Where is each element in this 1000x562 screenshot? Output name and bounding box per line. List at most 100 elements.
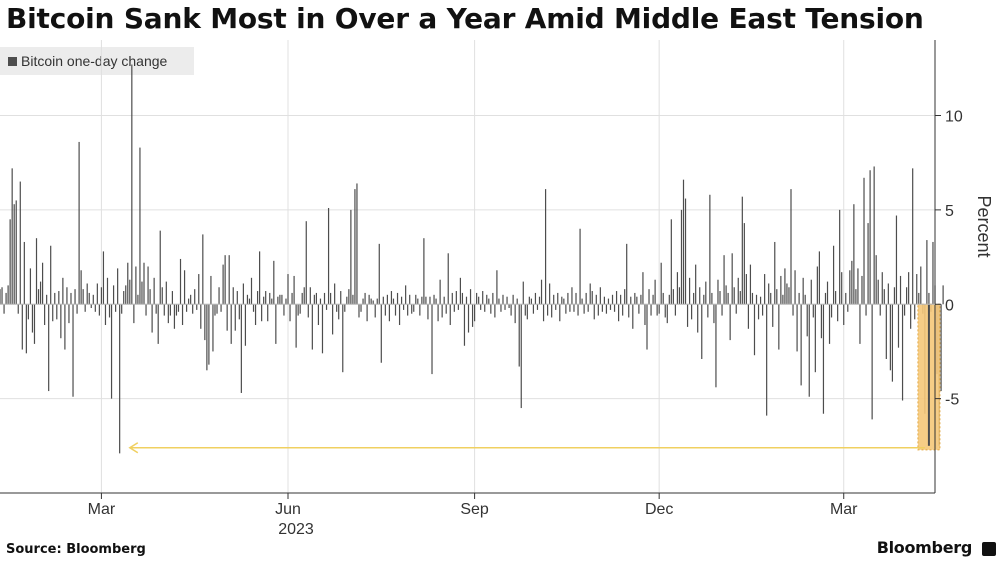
bar	[1, 287, 3, 305]
bar	[662, 292, 664, 305]
bar	[618, 304, 620, 322]
bar	[914, 304, 916, 320]
bar	[642, 272, 644, 305]
bar	[313, 294, 315, 305]
bar	[707, 304, 709, 318]
bar	[7, 285, 9, 305]
bar	[484, 304, 486, 312]
bar	[52, 304, 54, 322]
bar	[812, 304, 814, 318]
bar	[471, 304, 474, 327]
bar	[518, 304, 520, 367]
bar	[338, 304, 340, 320]
bar	[757, 304, 760, 320]
bar	[58, 291, 60, 305]
bar	[792, 304, 794, 316]
bar	[352, 294, 354, 305]
bar	[133, 304, 135, 324]
bar	[183, 270, 186, 305]
bar	[3, 304, 5, 314]
bar	[403, 304, 405, 310]
bar	[899, 275, 902, 305]
bar	[469, 289, 472, 305]
bar	[236, 291, 238, 305]
legend-swatch	[8, 56, 17, 66]
y-tick-label: 5	[945, 203, 954, 220]
bar	[534, 292, 537, 305]
bar	[859, 304, 861, 344]
bar	[910, 304, 912, 329]
y-tick-label: 0	[945, 297, 954, 314]
bar	[788, 287, 790, 305]
bar	[532, 304, 535, 314]
bar	[431, 304, 433, 375]
bar	[889, 304, 891, 371]
bar	[145, 304, 147, 316]
bar	[254, 304, 257, 326]
bar	[123, 291, 125, 305]
bar	[37, 289, 40, 305]
bar	[220, 304, 222, 312]
bar	[504, 304, 506, 310]
bar	[814, 304, 816, 373]
bar	[287, 274, 289, 305]
bar	[265, 291, 267, 305]
bar	[705, 281, 707, 305]
bar	[135, 266, 137, 305]
bar	[13, 204, 15, 305]
bar	[628, 304, 630, 318]
bar	[573, 304, 575, 312]
bar	[293, 275, 295, 305]
x-tick-label: Mar	[830, 501, 858, 518]
bar	[127, 262, 129, 305]
bar	[478, 296, 480, 305]
bar	[830, 304, 833, 318]
bar	[163, 304, 165, 316]
bar	[390, 291, 393, 305]
bar	[453, 304, 455, 312]
bar	[741, 196, 743, 305]
bar	[102, 251, 105, 305]
bar	[23, 241, 25, 305]
bar	[599, 287, 601, 305]
bar	[577, 304, 579, 316]
bar	[918, 292, 920, 305]
bar	[920, 266, 922, 305]
bar	[737, 277, 739, 305]
bar	[92, 294, 94, 305]
bar	[701, 304, 703, 359]
bar	[356, 183, 358, 305]
bar	[459, 277, 461, 305]
bar	[248, 298, 251, 305]
bar	[17, 304, 19, 314]
bar	[510, 304, 512, 316]
bar	[480, 304, 482, 310]
bar	[400, 296, 403, 305]
bar	[112, 285, 115, 305]
bar	[786, 283, 788, 305]
bar	[301, 292, 303, 305]
bar	[597, 304, 599, 316]
bar	[940, 304, 942, 392]
bar	[747, 304, 750, 329]
bar	[200, 304, 202, 329]
bar	[486, 294, 488, 305]
bar	[723, 255, 725, 305]
bar	[680, 209, 683, 305]
bar	[388, 304, 391, 322]
bar	[269, 292, 271, 305]
bar	[843, 304, 845, 326]
bar	[865, 304, 867, 316]
bar	[640, 294, 642, 305]
bar	[565, 304, 567, 314]
bar	[273, 260, 275, 305]
bar	[467, 304, 470, 333]
bar	[82, 289, 84, 305]
bar	[336, 304, 338, 312]
bar	[110, 304, 113, 399]
bar	[729, 304, 731, 341]
bar	[348, 289, 350, 305]
bar	[555, 304, 557, 310]
bar	[867, 223, 869, 305]
bar	[658, 304, 660, 314]
